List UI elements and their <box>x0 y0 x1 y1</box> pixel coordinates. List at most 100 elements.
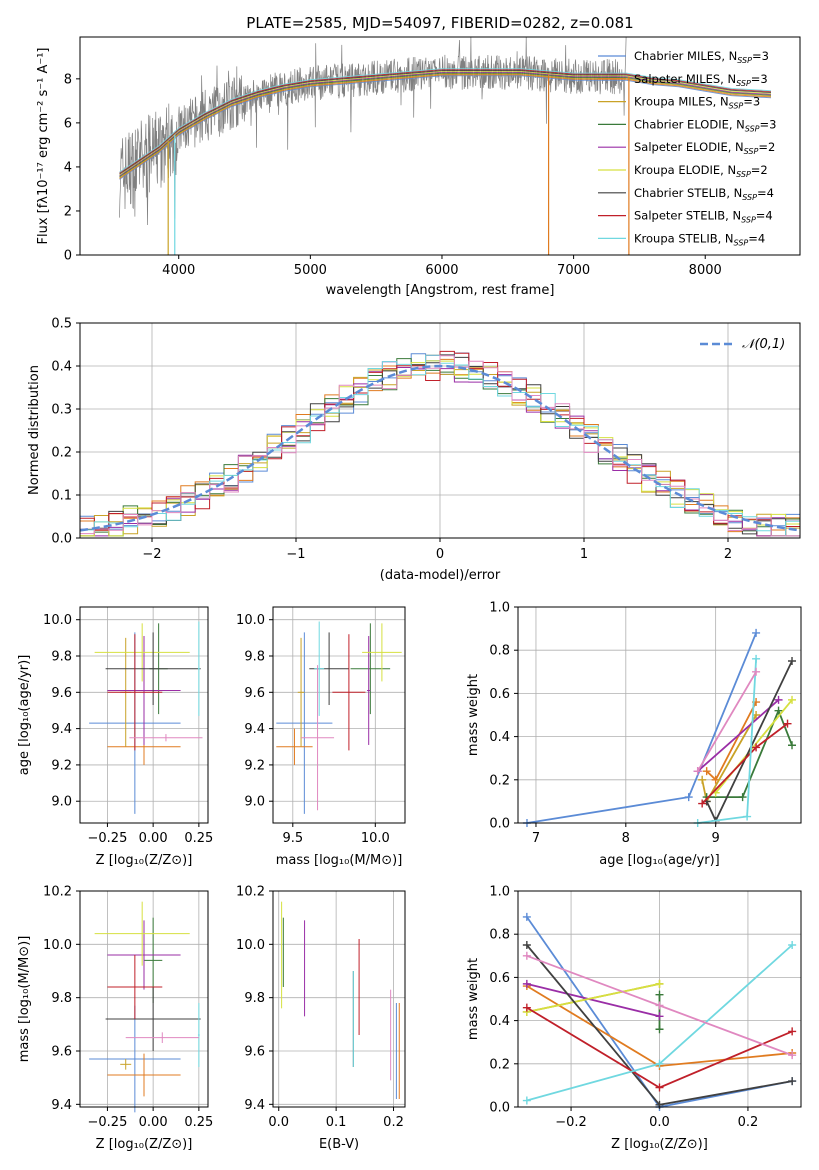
spectrum-xtick-label: 8000 <box>689 263 722 278</box>
spectrum-xtick-label: 7000 <box>557 263 590 278</box>
legend-label-tail: =4 <box>748 231 765 245</box>
panel-frame <box>79 606 209 824</box>
legend-label-subscript: SSP <box>737 56 752 65</box>
legend-label-2: Kroupa MILES, NSSP=3 <box>634 95 760 111</box>
spectrum-xtick-label: 6000 <box>425 263 458 278</box>
panel-ytick-label: 10.2 <box>43 885 72 900</box>
panel-xtick-label: 0.2 <box>738 1115 759 1130</box>
histogram-legend: 𝒩(0,1) <box>700 337 785 352</box>
spectrum-ylabel: Flux [fλ10⁻¹⁷ erg cm⁻² s⁻¹ A⁻¹] <box>36 48 51 245</box>
panel-ytick-label: 1.0 <box>489 885 510 900</box>
panel-frame <box>79 890 209 1108</box>
weight-line-5 <box>526 983 660 1013</box>
model-line-6 <box>119 70 772 175</box>
histogram-ytick-label: 0.4 <box>51 360 72 375</box>
legend-label-5: Kroupa ELODIE, NSSP=2 <box>634 163 768 179</box>
weight-marker <box>655 1059 664 1068</box>
model-line-0 <box>119 75 772 180</box>
panel-ytick-label: 10.0 <box>43 938 72 953</box>
panel-xtick-label: 0.2 <box>383 1115 404 1130</box>
histogram-xlabel: (data-model)/error <box>380 568 501 583</box>
spectrum-xtick-label: 5000 <box>294 263 327 278</box>
panel-frame <box>272 890 406 1108</box>
panel-ytick-label: 9.6 <box>244 1045 265 1060</box>
panel-ytick-label: 0.4 <box>489 1014 510 1029</box>
spectrum-ytick-label: 2 <box>64 204 72 219</box>
panel-ytick-label: 0.8 <box>489 644 510 659</box>
weight-marker <box>783 719 792 728</box>
legend-label-6: Chabrier STELIB, NSSP=4 <box>634 186 774 202</box>
panel-xtick-label: 0.25 <box>184 1115 213 1130</box>
weight-marker <box>788 695 797 704</box>
panel-xtick-label: 10.0 <box>361 831 390 846</box>
spectrum-ytick-label: 6 <box>64 116 72 131</box>
panel-ytick-label: 9.6 <box>244 686 265 701</box>
legend-label-subscript: SSP <box>741 216 756 225</box>
legend-label-subscript: SSP <box>744 147 759 156</box>
panel-xtick-label: 0.1 <box>326 1115 347 1130</box>
legend-label-main: Kroupa MILES, N <box>634 95 729 109</box>
panel-ytick-label: 9.8 <box>51 650 72 665</box>
panel-ytick-label: 9.4 <box>244 1098 265 1113</box>
panel-xtick-label: 9.5 <box>282 831 303 846</box>
legend-label-main: Chabrier MILES, N <box>634 49 737 63</box>
panel-ytick-label: 9.4 <box>51 1098 72 1113</box>
legend-label-tail: =2 <box>751 163 768 177</box>
weight-marker <box>752 743 761 752</box>
histogram-ytick-label: 0.2 <box>51 446 72 461</box>
spectrum-xtick-label: 4000 <box>162 263 195 278</box>
histogram-ytick-label: 0.3 <box>51 403 72 418</box>
weight-marker <box>702 767 711 776</box>
model-line-7 <box>119 69 772 174</box>
panel-ytick-label: 0.6 <box>489 971 510 986</box>
weight-marker <box>698 775 707 784</box>
model-line-1 <box>119 74 772 179</box>
histogram-ytick-label: 0.1 <box>51 489 72 504</box>
histogram-ylabel: Normed distribution <box>27 365 42 495</box>
spectrum-ytick-label: 0 <box>64 249 72 264</box>
legend-label-main: Salpeter STELIB, N <box>634 209 741 223</box>
legend-label-tail: =3 <box>751 72 768 86</box>
age-vs-Z-panel: −0.25 0.00 0.25 9.0 9.2 9.4 9.6 9.8 10.0 Z [log₁₀… <box>17 606 213 868</box>
panel-frame <box>517 606 802 824</box>
weight-marker <box>752 654 761 663</box>
panel-ytick-label: 10.0 <box>43 613 72 628</box>
legend-label-subscript: SSP <box>742 193 757 202</box>
histogram-xtick-label: −2 <box>142 547 161 562</box>
histogram-ytick-label: 0.0 <box>51 532 72 547</box>
panel-ylabel: mass weight <box>466 958 481 1040</box>
weight-marker <box>788 1077 797 1086</box>
panel-ytick-label: 9.8 <box>51 991 72 1006</box>
panel-xtick-label: 0.00 <box>139 831 168 846</box>
panel-ytick-label: 0.6 <box>489 687 510 702</box>
spectrum-panel: PLATE=2585, MJD=54097, FIBERID=0282, z=0… <box>36 14 801 298</box>
model-line-2 <box>119 73 772 178</box>
histogram-xtick-label: 1 <box>580 547 588 562</box>
weight-line-3 <box>706 708 793 798</box>
weight-marker <box>788 941 797 949</box>
panel-xtick-label: −0.2 <box>555 1115 587 1130</box>
weight-marker <box>655 1025 664 1034</box>
weight-marker <box>655 1083 664 1092</box>
weight-line-4 <box>526 983 660 1018</box>
panel-xlabel: age [log₁₀(age/yr)] <box>599 853 720 868</box>
legend-label-main: Chabrier STELIB, N <box>634 186 742 200</box>
model-line-3 <box>119 72 772 178</box>
weight-marker <box>774 706 783 715</box>
panel-ytick-label: 9.2 <box>51 758 72 773</box>
histogram-ytick-label: 0.5 <box>51 317 72 332</box>
weight-marker <box>752 628 761 637</box>
panel-ytick-label: 10.0 <box>236 613 265 628</box>
spectrum-ytick-label: 8 <box>64 72 72 87</box>
panel-xlabel: E(B-V) <box>319 1137 359 1152</box>
spectrum-xlabel: wavelength [Angstrom, rest frame] <box>326 283 555 298</box>
spectrum-frame <box>79 36 801 256</box>
legend-label-tail: =2 <box>758 140 775 154</box>
panel-ytick-label: 0.0 <box>489 1101 510 1116</box>
panel-xlabel: Z [log₁₀(Z/Z⊙)] <box>96 853 193 868</box>
panel-ytick-label: 0.4 <box>489 730 510 745</box>
legend-label-0: Chabrier MILES, NSSP=3 <box>634 49 769 65</box>
panel-ytick-label: 10.2 <box>236 885 265 900</box>
